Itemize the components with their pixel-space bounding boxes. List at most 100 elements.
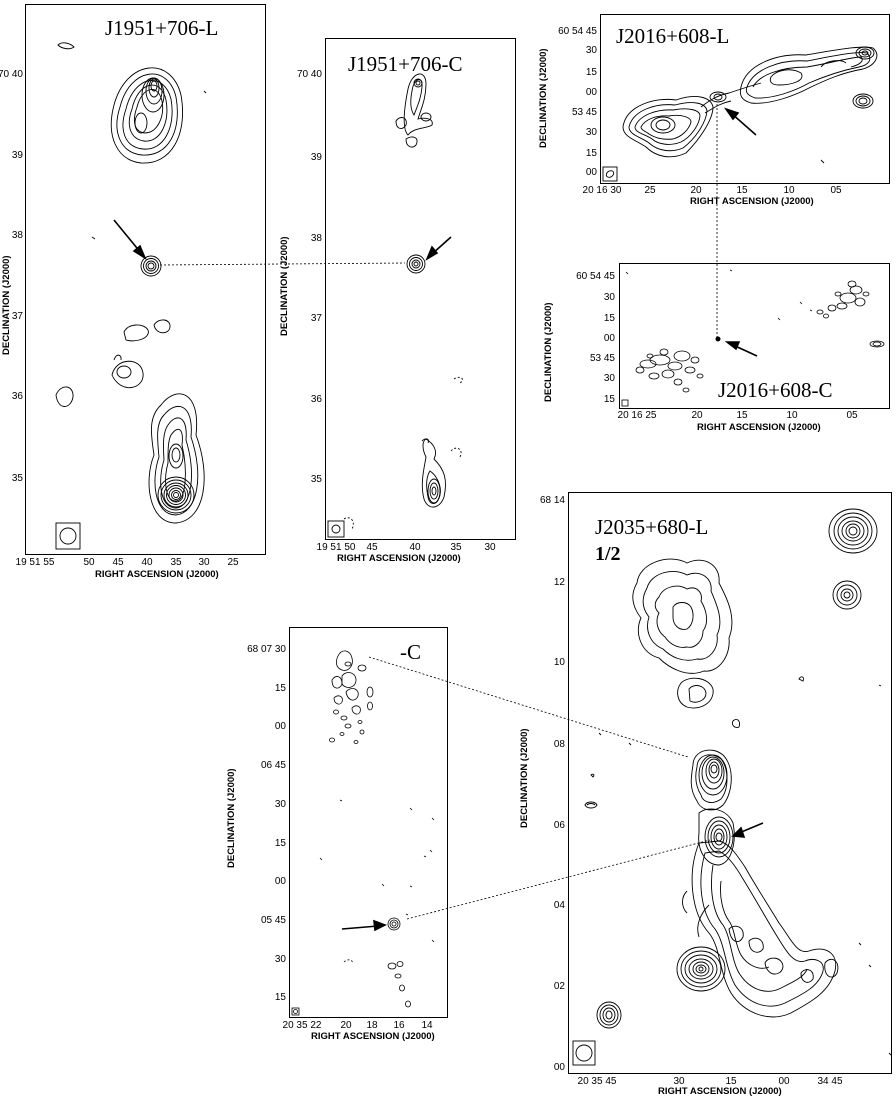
panel-subtitle: 1/2 [595,543,621,565]
x-tick-label: 20 [691,410,703,421]
y-tick-label: 60 54 45 [558,26,597,37]
y-tick-label: 35 [310,474,322,485]
connector-j2035-hotspot [368,656,689,758]
x-tick-label: 40 [141,557,153,568]
y-tick-label: 15 [585,148,597,159]
y-tick-label: 37 [11,311,23,322]
plot-frame-j1951-c [325,38,516,540]
y-tick-label: 15 [274,683,286,694]
panel-title: J2016+608-C [718,378,833,402]
panel-title: J1951+706-L [105,16,219,40]
x-tick-label: 20 [340,1020,352,1031]
y-tick-label: 05 45 [260,915,286,926]
y-tick-label: 36 [310,394,322,405]
y-tick-label: 60 54 45 [576,271,615,282]
y-tick-label: 68 07 30 [247,644,286,655]
panel-title: J2035+680-L [595,515,709,539]
y-tick-label: 37 [310,313,322,324]
x-tick-label: 35 [170,557,182,568]
y-tick-label: 30 [603,373,615,384]
connector-j1951-core [159,262,406,266]
x-tick-label: 10 [786,410,798,421]
x-tick-label: 25 [644,185,656,196]
contour-map-j1951-c [327,73,463,538]
x-tick-label: 20 35 45 [577,1076,617,1087]
y-tick-label: 06 [553,820,565,831]
x-tick-label: 05 [846,410,858,421]
contour-map-j2035-c [291,650,435,1016]
y-tick-label: 02 [553,981,565,992]
y-tick-label: 70 40 [296,69,322,80]
y-tick-label: 30 [274,954,286,965]
x-tick-label: 05 [830,185,842,196]
y-tick-label: 39 [310,152,322,163]
y-tick-label: 00 [585,167,597,178]
plot-frame-j2016-l [600,14,890,184]
y-tick-label: 04 [553,900,565,911]
contour-map-j2016-c [621,269,885,407]
x-tick-label: 00 [778,1076,790,1087]
x-tick-label: 14 [421,1020,433,1031]
x-tick-label: 19 51 50 [316,542,356,553]
x-tick-label: 35 [450,542,462,553]
y-tick-label: 30 [585,127,597,138]
x-tick-label: 10 [783,185,795,196]
y-tick-label: 15 [603,313,615,324]
panel-title: J2016+608-L [616,24,730,48]
plot-frame-j2035-c [289,627,448,1018]
x-axis-label: RIGHT ASCENSION (J2000) [95,569,219,580]
x-tick-label: 20 [690,185,702,196]
plot-frame-j1951-l [25,4,266,555]
x-tick-label: 20 16 30 [582,185,622,196]
panel-title: J1951+706-C [348,52,463,76]
x-tick-label: 15 [725,1076,737,1087]
x-axis-label: RIGHT ASCENSION (J2000) [337,553,461,564]
x-tick-label: 30 [198,557,210,568]
x-tick-label: 30 [673,1076,685,1087]
x-tick-label: 15 [736,185,748,196]
y-tick-label: 15 [585,67,597,78]
x-tick-label: 40 [409,542,421,553]
panel-title: -C [400,640,421,664]
y-tick-label: 53 45 [571,107,597,118]
y-tick-label: 00 [274,721,286,732]
x-tick-label: 50 [83,557,95,568]
plot-frame-j2016-c [619,263,890,409]
x-axis-label: RIGHT ASCENSION (J2000) [311,1031,435,1042]
y-tick-label: 30 [603,292,615,303]
connector-j2035-core [406,839,711,920]
x-axis-label: RIGHT ASCENSION (J2000) [690,196,814,207]
x-tick-label: 30 [484,542,496,553]
y-tick-label: 12 [553,577,565,588]
y-tick-label: 35 [11,473,23,484]
y-tick-label: 06 45 [260,760,286,771]
y-tick-label: 70 40 [0,69,23,80]
x-tick-label: 20 35 22 [282,1020,322,1031]
y-tick-label: 10 [553,657,565,668]
y-tick-label: 00 [585,87,597,98]
y-tick-label: 15 [274,838,286,849]
x-tick-label: 25 [227,557,239,568]
y-tick-label: 30 [274,799,286,810]
y-tick-label: 15 [603,394,615,405]
x-axis-label: RIGHT ASCENSION (J2000) [697,422,821,433]
y-tick-label: 30 [585,45,597,56]
y-tick-label: 00 [274,876,286,887]
x-tick-label: 19 51 55 [15,557,55,568]
contour-map-j2035-l [572,508,891,1066]
contour-map-j2016-l [602,46,878,182]
y-tick-label: 00 [553,1062,565,1073]
y-tick-label: 53 45 [589,353,615,364]
x-tick-label: 18 [366,1020,378,1031]
x-tick-label: 45 [112,557,124,568]
x-tick-label: 20 16 25 [617,410,657,421]
x-tick-label: 45 [366,542,378,553]
y-tick-label: 38 [310,233,322,244]
y-tick-label: 36 [11,391,23,402]
x-tick-label: 16 [393,1020,405,1031]
y-tick-label: 38 [11,230,23,241]
x-tick-label: 34 45 [817,1076,843,1087]
x-axis-label: RIGHT ASCENSION (J2000) [658,1086,782,1097]
y-tick-label: 00 [603,333,615,344]
